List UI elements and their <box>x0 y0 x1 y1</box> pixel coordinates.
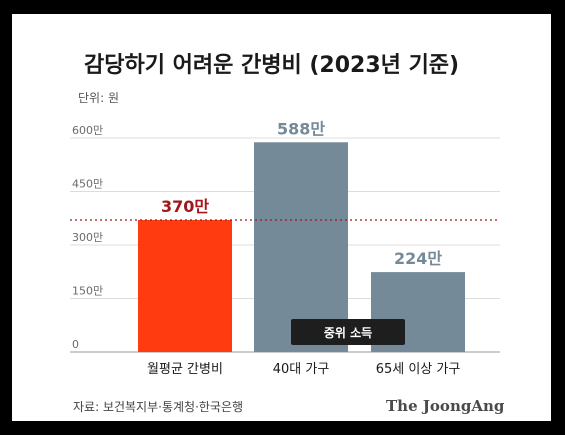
annotation-box <box>291 319 405 345</box>
source-note: 자료: 보건복지부·통계청·한국은행 <box>73 399 243 414</box>
category-labels: 월평균 간병비 40대 가구 65세 이상 가구 <box>147 362 460 377</box>
y-tick-label: 150만 <box>72 285 103 298</box>
brand-logo: The JoongAng <box>386 397 505 415</box>
y-axis-ticks: 0 150만 300만 450만 600만 <box>72 124 103 351</box>
value-label: 224만 <box>394 249 442 268</box>
unit-label: 단위: 원 <box>78 91 119 105</box>
category-label: 월평균 간병비 <box>147 362 223 377</box>
value-label: 588만 <box>277 119 325 138</box>
y-tick-label: 450만 <box>72 178 103 191</box>
category-label: 40대 가구 <box>273 362 330 377</box>
value-label: 370만 <box>161 197 209 216</box>
bars <box>138 142 465 352</box>
bar <box>254 142 348 352</box>
annotation: 중위 소득 <box>291 319 405 345</box>
y-tick-label: 600만 <box>72 124 103 137</box>
bar-chart: 감당하기 어려운 간병비 (2023년 기준) 단위: 원 0 150만 300만 4… <box>70 53 505 415</box>
chart-title: 감당하기 어려운 간병비 (2023년 기준) <box>84 53 459 78</box>
value-labels: 370만 588만 224만 <box>161 119 442 268</box>
chart-card: 감당하기 어려운 간병비 (2023년 기준) 단위: 원 0 150만 300만 4… <box>12 14 551 421</box>
y-tick-label: 300만 <box>72 231 103 244</box>
y-tick-label: 0 <box>72 338 79 351</box>
category-label: 65세 이상 가구 <box>376 362 461 377</box>
bar <box>138 220 232 352</box>
annotation-label: 중위 소득 <box>324 326 372 340</box>
